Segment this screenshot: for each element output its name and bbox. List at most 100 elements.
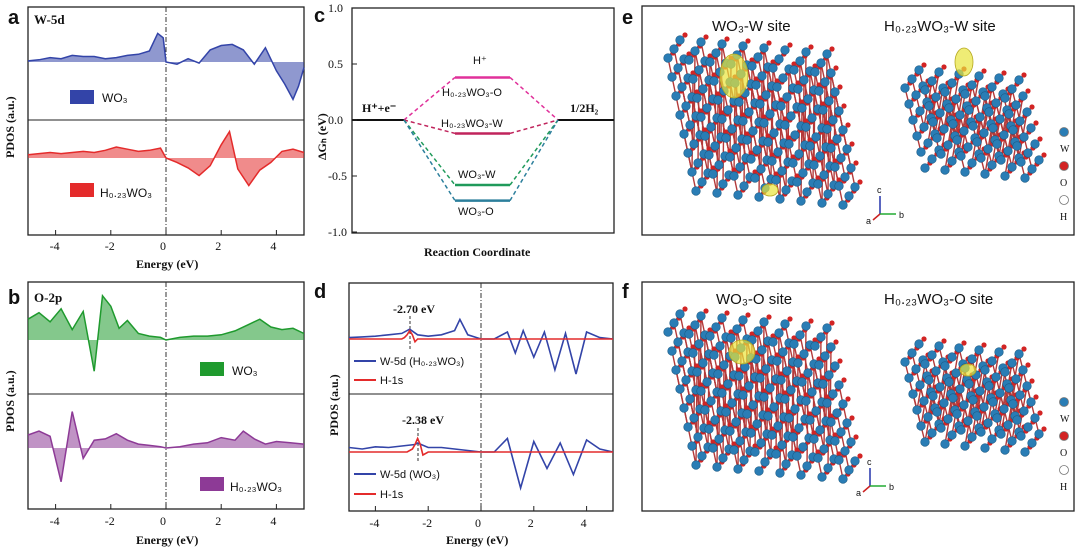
panel-a-wo3-area xyxy=(28,33,304,100)
panel-e-hwo3-lattice-o-atom xyxy=(1037,136,1043,142)
y-tick-label: -0.5 xyxy=(328,169,347,183)
panel-e-hwo3-lattice-bond xyxy=(911,78,925,128)
panel-e-legend-dot xyxy=(1059,161,1069,171)
panel-f-wo3-lattice-o-atom xyxy=(833,339,839,345)
panel-e-hwo3-lattice-w-atom xyxy=(956,151,966,161)
panel-e-wo3-lattice-o-atom xyxy=(724,36,730,42)
panel-e-wo3-lattice-w-atom xyxy=(727,124,737,134)
y-tick-label: 0.5 xyxy=(328,57,343,71)
panel-f-wo3-lattice-w-atom xyxy=(763,411,773,421)
panel-f-wo3-lattice-w-atom xyxy=(748,400,758,410)
panel-c-label-hplus: H⁺ xyxy=(473,55,487,67)
panel-e-wo3-lattice-w-atom xyxy=(834,181,844,191)
panel-e-hwo3-lattice-w-atom xyxy=(1003,146,1013,156)
panel-f-wo3-lattice-bond xyxy=(811,391,825,450)
panel-f-legend-label: W xyxy=(1060,414,1070,425)
panel-f-hwo3-lattice-w-atom xyxy=(914,339,924,349)
panel-e-wo3-lattice-w-atom xyxy=(706,122,716,132)
panel-f-wo3-lattice-bond xyxy=(788,417,802,476)
panel-f-wo3-lattice-w-atom xyxy=(830,436,840,446)
panel-e-wo3-lattice-w-atom xyxy=(742,135,752,145)
panel-b-legend1-swatch xyxy=(200,362,224,376)
panel-e-hwo3-lattice-w-atom xyxy=(923,138,933,148)
panel-f-wo3-lattice-w-atom xyxy=(742,409,752,419)
panel-e-wo3-lattice-w-atom xyxy=(683,148,693,158)
panel-f-wo3-lattice-w-atom xyxy=(761,364,771,374)
panel-e-hwo3-lattice-w-atom xyxy=(934,67,944,77)
panel-f-hwo3-lattice-w-atom xyxy=(1000,445,1010,455)
panel-b-xticks: -4 -2 0 2 4 xyxy=(50,504,277,528)
panel-e-wo3-lattice-o-atom xyxy=(774,78,780,84)
panel-b-wo3-line xyxy=(27,293,305,372)
panel-b-wo3-area xyxy=(28,295,304,372)
panel-e-wo3-lattice-o-atom xyxy=(828,139,834,145)
panel-f-hwo3-lattice-bond xyxy=(935,370,949,420)
panel-f-wo3-lattice-o-atom xyxy=(682,306,688,312)
panel-e-hwo3-lattice-w-atom xyxy=(1023,148,1033,158)
panel-f-wo3-lattice-o-atom xyxy=(816,356,822,362)
panel-f-wo3-lattice-o-atom xyxy=(761,388,767,394)
panel-f-wo3-lattice-w-atom xyxy=(826,417,836,427)
panel-d-annotation-bot: -2.38 eV xyxy=(402,413,444,427)
x-tick-label: -2 xyxy=(105,239,115,253)
panel-f-wo3-lattice-o-atom xyxy=(707,327,713,333)
panel-f-wo3-lattice-w-atom xyxy=(769,402,779,412)
panel-f-hwo3-lattice-w-atom xyxy=(1023,422,1033,432)
panel-f-hwo3-lattice-w-atom xyxy=(976,427,986,437)
panel-b-plot xyxy=(27,281,305,510)
panel-e-hwo3-lattice-w-atom xyxy=(995,114,1005,124)
panel-e-wo3-lattice-w-atom xyxy=(796,196,806,206)
panel-f-wo3-lattice-o-atom xyxy=(837,358,843,364)
panel-e-wo3-lattice-w-atom xyxy=(820,77,830,87)
panel-e-wo3-lattice-w-atom xyxy=(721,133,731,143)
panel-e-wo3-lattice-w-atom xyxy=(708,169,718,179)
panel-e-wo3-lattice-o-atom xyxy=(710,165,716,171)
panel-e-wo3-lattice-w-atom xyxy=(700,131,710,141)
panel-f-structures: W O Hc a b xyxy=(663,306,1070,498)
panel-c-yticks: 1.0 0.5 0.0 -0.5 -1.0 xyxy=(328,1,357,239)
panel-f-wo3-lattice-w-atom xyxy=(757,345,767,355)
panel-e-wo3-lattice-w-atom xyxy=(819,170,829,180)
panel-e-hwo3-lattice-w-atom xyxy=(959,126,969,136)
panel-e-wo3-lattice-bond xyxy=(788,143,802,202)
panel-e-hwo3-lattice-w-atom xyxy=(1016,157,1026,167)
panel-f-hwo3-lattice-o-atom xyxy=(1029,378,1035,384)
panel-e-wo3-lattice-o-atom xyxy=(811,156,817,162)
panel-e-wo3-lattice-w-atom xyxy=(816,58,826,68)
panel-f-hwo3-lattice-w-atom xyxy=(1012,415,1022,425)
panel-e-hwo3-lattice-w-atom xyxy=(1000,171,1010,181)
panel-e-legend-label: O xyxy=(1060,178,1067,189)
panel-f-wo3-lattice-w-atom xyxy=(719,360,729,370)
panel-e-wo3-lattice-w-atom xyxy=(702,103,712,113)
panel-e-wo3-lattice-o-atom xyxy=(745,38,751,44)
panel-e-hwo3-lattice-w-atom xyxy=(987,82,997,92)
panel-a-xlabel: Energy (eV) xyxy=(136,257,198,271)
panel-f-wo3-lattice-o-atom xyxy=(832,432,838,438)
panel-f-hwo3-lattice-w-atom xyxy=(911,364,921,374)
panel-e-isosurface xyxy=(719,53,749,99)
y-tick-label: -1.0 xyxy=(328,225,347,239)
panel-f-wo3-lattice-w-atom xyxy=(738,315,748,325)
panel-e-wo3-lattice-w-atom xyxy=(769,128,779,138)
panel-f-wo3-lattice-o-atom xyxy=(807,411,813,417)
panel-e-hwo3-lattice-w-atom xyxy=(960,167,970,177)
x-tick-label: -4 xyxy=(50,514,60,528)
panel-e-wo3-lattice-w-atom xyxy=(828,115,838,125)
panel-e-wo3-lattice-w-atom xyxy=(690,46,700,56)
panel-f-wo3-lattice-w-atom xyxy=(735,436,745,446)
panel-b-legend2-swatch xyxy=(200,477,224,491)
panel-f-hwo3-lattice-w-atom xyxy=(1016,431,1026,441)
panel-e-wo3-lattice-w-atom xyxy=(723,105,733,115)
panel-e-wo3-lattice-w-atom xyxy=(789,65,799,75)
panel-e-isosurface xyxy=(761,183,779,197)
panel-f-wo3-lattice-w-atom xyxy=(793,358,803,368)
panel-f-wo3-lattice-o-atom xyxy=(769,426,775,432)
panel-f-wo3-lattice-w-atom xyxy=(784,413,794,423)
panel-f-wo3-lattice-o-atom xyxy=(857,453,863,459)
panel-e-wo3-lattice-w-atom xyxy=(765,109,775,119)
panel-f-wo3-lattice-o-atom xyxy=(745,312,751,318)
panel-b-hwo3-area xyxy=(28,411,304,482)
panel-e-wo3-lattice-bond xyxy=(832,119,846,178)
panel-e-wo3-lattice-o-atom xyxy=(752,169,758,175)
panel-f-wo3-lattice-o-atom xyxy=(766,314,772,320)
